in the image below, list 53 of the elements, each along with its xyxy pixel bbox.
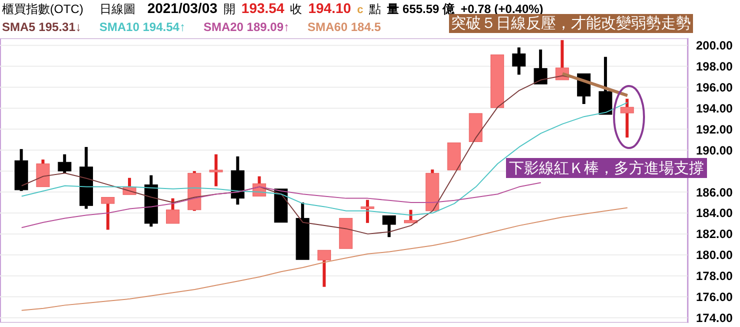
candlestick [534, 50, 548, 84]
candlestick [101, 197, 115, 230]
candlestick [447, 142, 461, 170]
y-tick-label: 186.00 [696, 185, 734, 200]
y-tick-label: 174.00 [696, 311, 734, 326]
y-tick-label: 178.00 [696, 269, 734, 284]
text: 突破５日線反壓，才能改變弱勢走勢 [449, 14, 693, 33]
candlestick [296, 202, 310, 260]
y-tick-label: 184.00 [696, 206, 734, 220]
candlestick [209, 154, 223, 186]
candlestick [339, 218, 353, 249]
text: 193.54 [241, 0, 284, 16]
candlestick [166, 198, 180, 224]
y-tick-label: 182.00 [696, 227, 734, 242]
y-tick-label: 180.00 [696, 248, 734, 262]
candlestick [230, 156, 244, 205]
candlestick [426, 170, 440, 212]
candlestick [468, 113, 482, 142]
text: SMA5 195.31↓ [2, 20, 82, 34]
candlestick [188, 171, 202, 211]
text: 點 [369, 1, 382, 18]
text: SMA60 184.5 [308, 20, 381, 34]
candlestick [274, 188, 288, 223]
chart-subtitle: 日線圖 [99, 1, 136, 18]
text: 194.10 [308, 0, 352, 16]
candlestick [360, 200, 374, 223]
candlestick [382, 215, 396, 238]
y-tick-label: 200.00 [696, 38, 734, 53]
y-tick-label: 176.00 [696, 290, 734, 304]
candlestick [490, 54, 504, 108]
candlestick [598, 56, 612, 115]
chart-title: 櫃買指數(OTC) [2, 1, 84, 18]
text: 開 [223, 1, 236, 18]
candlestick [79, 146, 93, 209]
text: 2021/03/03 [147, 0, 218, 16]
text: +0.78 (+0.40%) [460, 2, 544, 16]
y-tick-label: 196.00 [696, 80, 734, 95]
text: 量 655.59 億 [387, 1, 455, 16]
candlestick [512, 47, 526, 75]
candlestick [317, 250, 331, 287]
y-tick-label: 192.00 [696, 122, 734, 136]
y-tick-label: 194.00 [696, 101, 734, 116]
text: SMA10 194.54↑ [99, 20, 186, 34]
y-tick-label: 190.00 [696, 143, 734, 158]
text: c [357, 4, 364, 16]
line-series [21, 207, 628, 311]
y-tick-label: 198.00 [696, 60, 734, 74]
candlestick [404, 210, 418, 224]
line-series [21, 182, 542, 228]
candlestick [36, 160, 50, 188]
text: 收 [290, 1, 302, 18]
annotation: 下影線紅Ｋ棒，多方進場支撐 [506, 158, 707, 178]
text: SMA20 189.09↑ [203, 20, 290, 34]
